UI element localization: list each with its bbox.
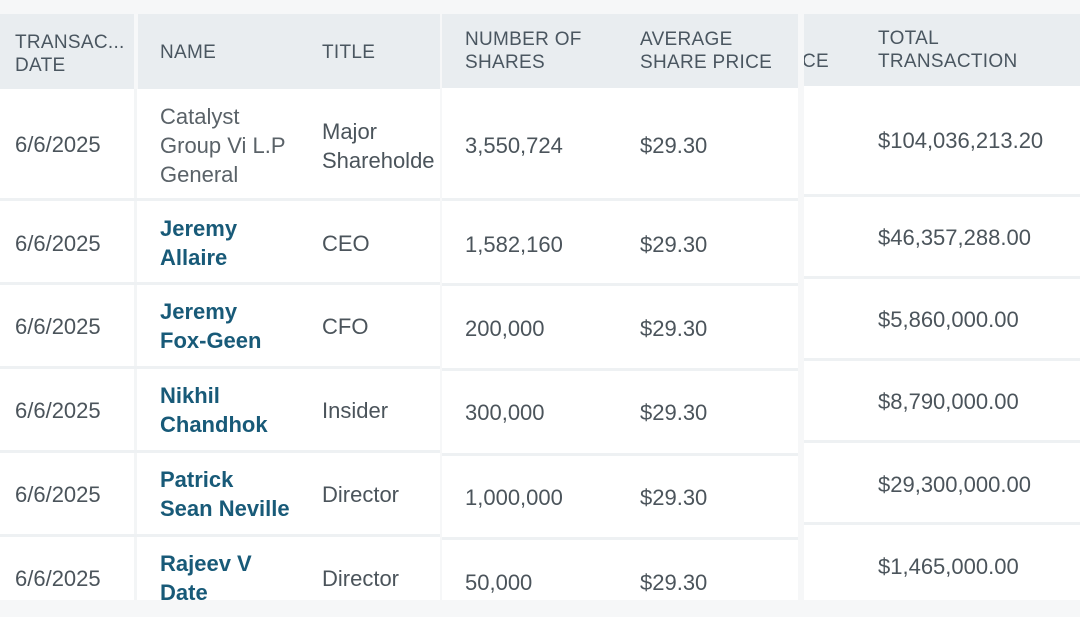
date-cell: 6/6/2025 <box>15 231 101 256</box>
column-divider <box>134 89 137 600</box>
total-cell: $104,036,213.20 <box>878 128 1044 153</box>
column-header-total[interactable]: TOTAL TRANSACTION <box>878 28 1018 72</box>
column-divider <box>134 14 138 89</box>
column-header-partial[interactable]: CE <box>804 51 829 72</box>
table-header: NUMBER OF SHARES AVERAGE SHARE PRICE <box>442 14 798 88</box>
title-cell: Major Shareholde <box>322 119 435 173</box>
date-cell: 6/6/2025 <box>15 314 101 339</box>
column-header-name[interactable]: NAME <box>160 42 217 63</box>
table-row: $8,790,000.00 <box>804 361 1080 443</box>
insider-name-link[interactable]: Jeremy Allaire <box>160 216 238 270</box>
price-cell: $29.30 <box>640 400 708 425</box>
total-cell: $29,300,000.00 <box>878 472 1031 497</box>
title-cell: Insider <box>322 398 389 423</box>
title-cell: CEO <box>322 231 370 256</box>
price-cell: $29.30 <box>640 133 708 158</box>
table-panel-right: CE TOTAL TRANSACTION $104,036,213.20 $46… <box>804 14 1080 600</box>
shares-cell: 1,000,000 <box>465 485 563 510</box>
table-row: $46,357,288.00 <box>804 197 1080 279</box>
insider-name: Catalyst Group Vi L.P General <box>160 104 286 187</box>
table-row: 6/6/2025 Patrick Sean Neville Director <box>0 453 440 537</box>
table-row: $104,036,213.20 <box>804 86 1080 197</box>
date-cell: 6/6/2025 <box>15 398 101 423</box>
price-cell: $29.30 <box>640 570 708 595</box>
table-row: $29,300,000.00 <box>804 443 1080 525</box>
column-header-avg-price[interactable]: AVERAGE SHARE PRICE <box>640 29 773 73</box>
column-header-date[interactable]: TRANSAC... DATE <box>15 32 125 76</box>
shares-cell: 3,550,724 <box>465 133 563 158</box>
shares-cell: 1,582,160 <box>465 232 563 257</box>
table-row: 6/6/2025 Catalyst Group Vi L.P General M… <box>0 89 440 201</box>
table-row: 6/6/2025 Nikhil Chandhok Insider <box>0 369 440 453</box>
shares-cell: 200,000 <box>465 316 545 341</box>
date-cell: 6/6/2025 <box>15 566 101 591</box>
table-row: 6/6/2025 Jeremy Fox-Geen CFO <box>0 285 440 369</box>
insider-name-link[interactable]: Jeremy Fox-Geen <box>160 299 262 353</box>
title-cell: Director <box>322 566 400 591</box>
table-row: 200,000 $29.30 <box>442 286 798 371</box>
column-header-shares[interactable]: NUMBER OF SHARES <box>465 29 582 73</box>
table-row: $5,860,000.00 <box>804 279 1080 361</box>
price-cell: $29.30 <box>640 232 708 257</box>
table-row: 1,000,000 $29.30 <box>442 456 798 540</box>
insider-name-link[interactable]: Patrick Sean Neville <box>160 467 290 521</box>
table-row: 300,000 $29.30 <box>442 371 798 456</box>
title-cell: CFO <box>322 314 369 339</box>
total-cell: $1,465,000.00 <box>878 554 1019 579</box>
table-header: TRANSAC... DATE NAME TITLE <box>0 14 440 89</box>
date-cell: 6/6/2025 <box>15 132 101 157</box>
table-row: 50,000 $29.30 <box>442 540 798 600</box>
table-row: 6/6/2025 Rajeev V Date Director <box>0 537 440 600</box>
table-header: CE TOTAL TRANSACTION <box>804 14 1080 86</box>
column-header-title[interactable]: TITLE <box>322 42 376 63</box>
total-cell: $8,790,000.00 <box>878 389 1019 414</box>
date-cell: 6/6/2025 <box>15 482 101 507</box>
table-panel-middle: NUMBER OF SHARES AVERAGE SHARE PRICE 3,5… <box>442 14 798 600</box>
price-cell: $29.30 <box>640 316 708 341</box>
total-cell: $5,860,000.00 <box>878 307 1019 332</box>
insider-name-link[interactable]: Rajeev V Date <box>160 551 252 600</box>
title-cell-clip: Major Shareholde <box>322 117 440 179</box>
table-row: 3,550,724 $29.30 <box>442 88 798 201</box>
table-row: 1,582,160 $29.30 <box>442 201 798 286</box>
shares-cell: 50,000 <box>465 570 533 595</box>
table-row: $1,465,000.00 <box>804 525 1080 600</box>
title-cell: Director <box>322 482 400 507</box>
insider-name-link[interactable]: Nikhil Chandhok <box>160 383 268 437</box>
total-cell: $46,357,288.00 <box>878 225 1031 250</box>
price-cell: $29.30 <box>640 485 708 510</box>
table-row: 6/6/2025 Jeremy Allaire CEO <box>0 201 440 285</box>
table-panel-left: TRANSAC... DATE NAME TITLE 6/6/2025 Cata… <box>0 14 440 600</box>
shares-cell: 300,000 <box>465 400 545 425</box>
